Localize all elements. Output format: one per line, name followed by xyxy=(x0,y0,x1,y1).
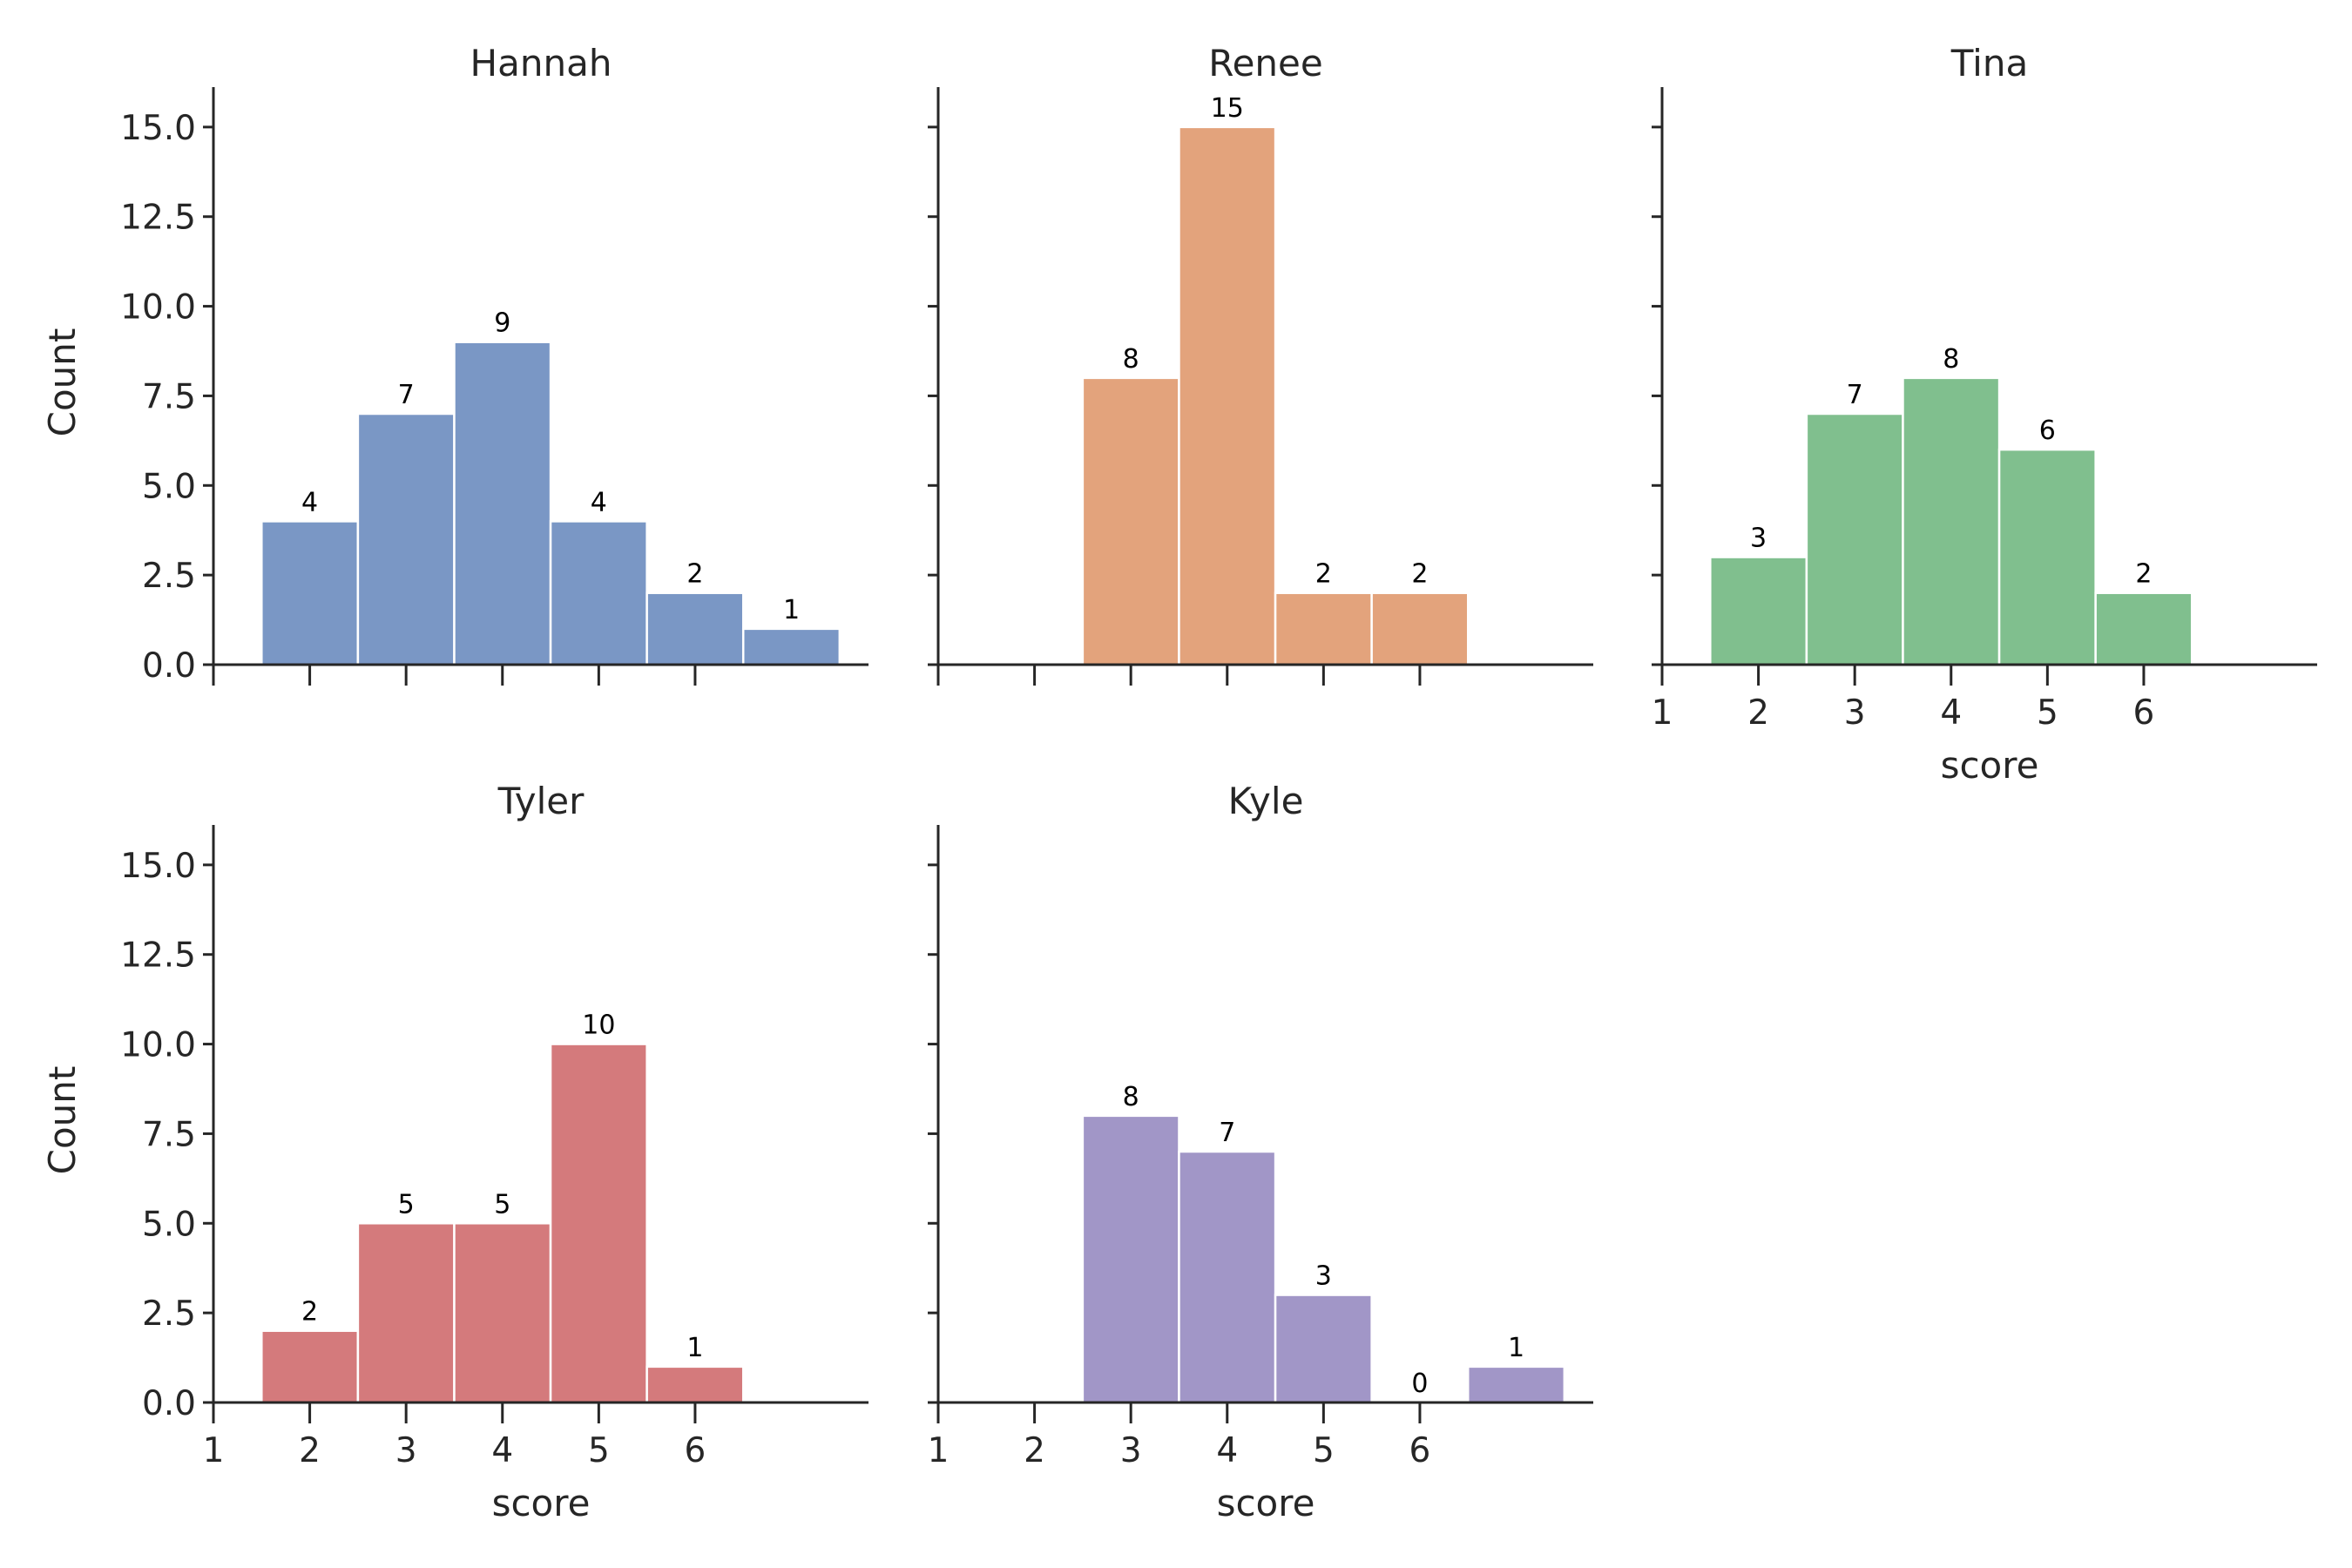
x-tick-label: 2 xyxy=(299,1431,321,1470)
panel-tina: 3 7 8 6 2 1 2 3 4 5 6 Tina score xyxy=(1652,42,2317,787)
histogram-bar xyxy=(1081,376,1180,666)
bar-value-label: 7 xyxy=(398,380,415,410)
histogram-bar xyxy=(453,1222,552,1404)
x-tick-label: 2 xyxy=(1747,693,1769,733)
bar-value-label: 15 xyxy=(1211,93,1244,124)
x-tick-label: 4 xyxy=(491,1431,513,1470)
bar-value-label: 8 xyxy=(1943,344,1959,375)
panel-title: Kyle xyxy=(1228,780,1304,822)
x-tick-label: 6 xyxy=(1409,1431,1431,1470)
bar-value-label: 6 xyxy=(2039,416,2056,446)
y-tick-label: 15.0 xyxy=(120,847,196,886)
x-tick-label: 3 xyxy=(395,1431,417,1470)
panel-kyle: 8 7 3 0 1 1 2 3 4 5 6 Kyle score xyxy=(928,780,1593,1524)
histogram-bar xyxy=(260,1329,360,1404)
histogram-bar xyxy=(1274,1294,1373,1404)
y-tick-label: 5.0 xyxy=(142,1205,196,1244)
panel-hannah: 4794210.02.55.07.510.012.515.0HannahCoun… xyxy=(41,42,868,686)
x-tick-label: 5 xyxy=(1313,1431,1335,1470)
bar-value-label: 2 xyxy=(301,1297,318,1328)
bar-value-label: 4 xyxy=(591,487,607,517)
histogram-bar xyxy=(356,412,456,666)
histogram-bar xyxy=(260,520,360,666)
histogram-bar xyxy=(1805,412,1904,666)
histogram-bar xyxy=(1081,1114,1180,1404)
bar-value-label: 10 xyxy=(582,1010,615,1041)
histogram-bar xyxy=(1466,1365,1566,1404)
histogram-bar xyxy=(1709,556,1808,666)
bar-value-label: 2 xyxy=(1411,559,1428,590)
bar-value-label: 1 xyxy=(686,1333,703,1363)
histogram-bar xyxy=(741,627,841,666)
bar-value-label: 9 xyxy=(494,308,510,339)
x-tick-label: 3 xyxy=(1120,1431,1142,1470)
y-tick-label: 12.5 xyxy=(120,936,196,976)
panel-title: Tina xyxy=(1950,42,2028,84)
bar-value-label: 7 xyxy=(1219,1118,1235,1148)
x-tick-label: 1 xyxy=(1652,693,1673,733)
histogram-bar xyxy=(2094,591,2193,666)
y-tick-label: 7.5 xyxy=(142,1115,196,1154)
x-tick-label: 6 xyxy=(2133,693,2155,733)
y-tick-label: 7.5 xyxy=(142,377,196,416)
x-axis-label: score xyxy=(1941,744,2039,787)
x-tick-label: 6 xyxy=(685,1431,706,1470)
x-axis-label: score xyxy=(492,1482,591,1524)
y-axis-label: Count xyxy=(41,328,84,437)
x-tick-label: 5 xyxy=(588,1431,610,1470)
bar-value-label: 8 xyxy=(1123,1082,1139,1112)
y-tick-label: 2.5 xyxy=(142,557,196,596)
y-tick-label: 0.0 xyxy=(142,1384,196,1423)
x-tick-label: 3 xyxy=(1844,693,1866,733)
bar-value-label: 2 xyxy=(2135,559,2152,590)
panel-title: Hannah xyxy=(470,42,612,84)
histogram-bar xyxy=(549,1043,648,1404)
histogram-bar xyxy=(1178,125,1277,666)
y-tick-label: 5.0 xyxy=(142,467,196,506)
panel-title: Renee xyxy=(1208,42,1322,84)
bar-value-label: 4 xyxy=(301,487,318,517)
y-tick-label: 10.0 xyxy=(120,1026,196,1065)
histogram-bar xyxy=(1370,591,1470,666)
y-tick-label: 15.0 xyxy=(120,109,196,148)
histogram-bar xyxy=(356,1222,456,1404)
histogram-bar xyxy=(1997,448,2097,666)
x-tick-label: 2 xyxy=(1024,1431,1045,1470)
bar-value-label: 8 xyxy=(1123,344,1139,375)
y-axis-label: Count xyxy=(41,1066,84,1175)
bar-value-label: 5 xyxy=(398,1189,415,1220)
histogram-bar xyxy=(1274,591,1373,666)
x-tick-label: 1 xyxy=(928,1431,950,1470)
bar-value-label: 0 xyxy=(1411,1369,1428,1399)
histogram-bar xyxy=(1178,1150,1277,1404)
histogram-bar xyxy=(1902,376,2001,666)
bar-value-label: 1 xyxy=(1508,1333,1524,1363)
panel-title: Tyler xyxy=(497,780,585,822)
x-tick-label: 4 xyxy=(1940,693,1962,733)
bar-value-label: 1 xyxy=(783,595,800,625)
bar-value-label: 5 xyxy=(494,1189,510,1220)
x-tick-label: 1 xyxy=(203,1431,225,1470)
x-tick-label: 4 xyxy=(1216,1431,1238,1470)
histogram-bar xyxy=(645,1365,745,1404)
y-tick-label: 10.0 xyxy=(120,288,196,328)
bar-value-label: 3 xyxy=(1315,1261,1332,1292)
bar-value-label: 2 xyxy=(686,559,703,590)
bar-value-label: 2 xyxy=(1315,559,1332,590)
y-tick-label: 12.5 xyxy=(120,199,196,238)
x-tick-label: 5 xyxy=(2037,693,2058,733)
bar-value-label: 7 xyxy=(1847,380,1863,410)
bar-value-label: 3 xyxy=(1750,524,1767,554)
y-tick-label: 2.5 xyxy=(142,1294,196,1334)
x-axis-label: score xyxy=(1217,1482,1315,1524)
y-tick-label: 0.0 xyxy=(142,646,196,686)
histogram-bar xyxy=(645,591,745,666)
histogram-bar xyxy=(453,341,552,666)
histogram-bar xyxy=(549,520,648,666)
